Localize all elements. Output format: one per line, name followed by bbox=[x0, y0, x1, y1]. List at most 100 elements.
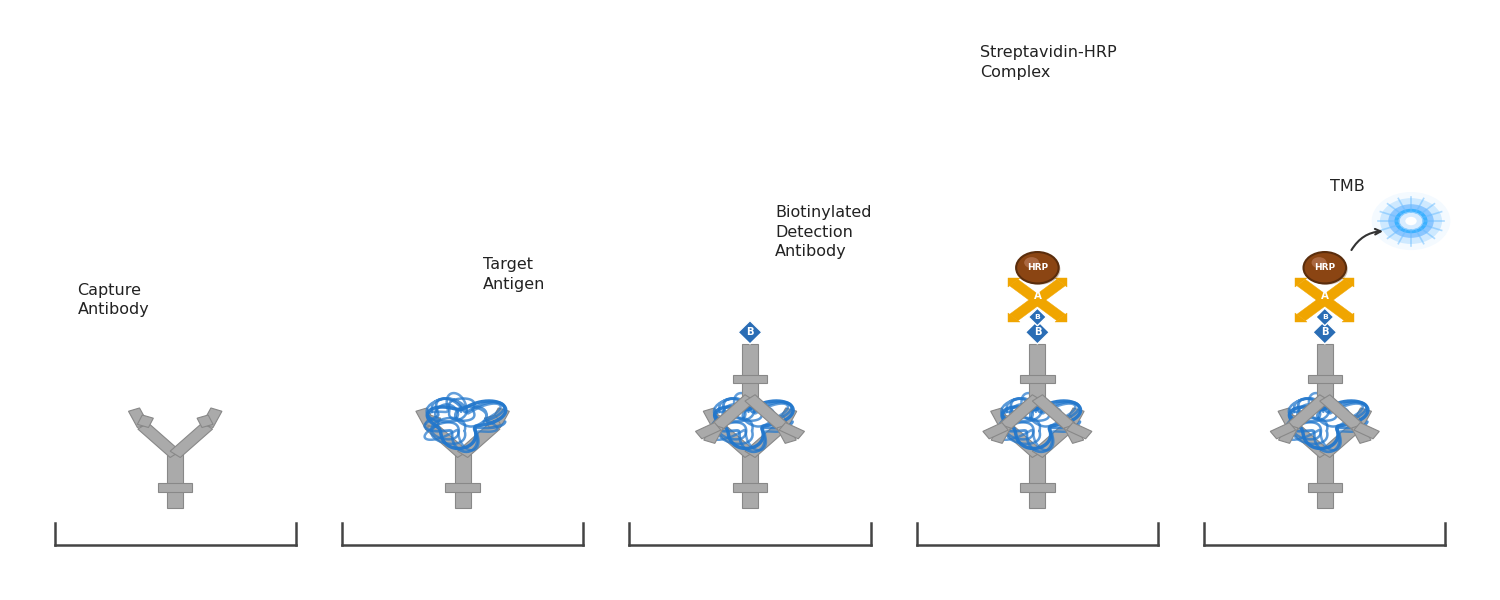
Polygon shape bbox=[196, 415, 213, 428]
Circle shape bbox=[1311, 257, 1326, 268]
Polygon shape bbox=[1008, 313, 1020, 322]
Text: Target
Antigen: Target Antigen bbox=[483, 257, 546, 292]
Polygon shape bbox=[1347, 415, 1362, 428]
Circle shape bbox=[1371, 192, 1450, 250]
Polygon shape bbox=[202, 408, 222, 428]
Polygon shape bbox=[1010, 280, 1065, 320]
Polygon shape bbox=[1287, 395, 1330, 430]
Polygon shape bbox=[138, 415, 153, 428]
Polygon shape bbox=[1054, 313, 1066, 322]
Polygon shape bbox=[1320, 423, 1362, 457]
Polygon shape bbox=[424, 415, 441, 428]
Text: B: B bbox=[747, 327, 753, 337]
Polygon shape bbox=[1059, 415, 1076, 428]
Polygon shape bbox=[746, 423, 788, 457]
Circle shape bbox=[1406, 217, 1416, 225]
Polygon shape bbox=[454, 454, 471, 508]
Polygon shape bbox=[1020, 374, 1054, 383]
Polygon shape bbox=[712, 423, 754, 457]
Polygon shape bbox=[1298, 280, 1353, 320]
Polygon shape bbox=[1020, 483, 1054, 492]
Polygon shape bbox=[704, 425, 723, 443]
Text: B: B bbox=[1035, 314, 1041, 320]
Polygon shape bbox=[999, 415, 1016, 428]
Circle shape bbox=[1024, 257, 1039, 268]
Polygon shape bbox=[1054, 278, 1066, 287]
Polygon shape bbox=[170, 423, 213, 457]
Polygon shape bbox=[1278, 425, 1298, 443]
Text: Streptavidin-HRP
Complex: Streptavidin-HRP Complex bbox=[980, 45, 1116, 80]
Polygon shape bbox=[746, 395, 788, 430]
Circle shape bbox=[1019, 254, 1060, 285]
Text: Capture
Antibody: Capture Antibody bbox=[78, 283, 148, 317]
Polygon shape bbox=[1029, 454, 1045, 508]
Polygon shape bbox=[990, 408, 1011, 428]
Text: B: B bbox=[1322, 327, 1329, 337]
Polygon shape bbox=[1032, 423, 1074, 457]
Text: Biotinylated
Detection
Antibody: Biotinylated Detection Antibody bbox=[776, 205, 871, 259]
Polygon shape bbox=[734, 374, 766, 383]
Polygon shape bbox=[734, 483, 766, 492]
Circle shape bbox=[1306, 254, 1348, 285]
Polygon shape bbox=[696, 422, 721, 439]
Polygon shape bbox=[446, 483, 480, 492]
Polygon shape bbox=[1298, 280, 1353, 320]
Polygon shape bbox=[742, 454, 758, 508]
Polygon shape bbox=[704, 408, 723, 428]
Text: B: B bbox=[1322, 314, 1328, 320]
Polygon shape bbox=[1317, 344, 1332, 398]
Polygon shape bbox=[129, 408, 149, 428]
Polygon shape bbox=[1342, 313, 1354, 322]
Polygon shape bbox=[1312, 320, 1336, 344]
Polygon shape bbox=[1320, 395, 1362, 430]
Polygon shape bbox=[1064, 408, 1084, 428]
Polygon shape bbox=[1352, 425, 1371, 443]
Polygon shape bbox=[1026, 320, 1050, 344]
Polygon shape bbox=[742, 344, 758, 398]
Polygon shape bbox=[138, 423, 180, 457]
Polygon shape bbox=[1308, 483, 1342, 492]
Polygon shape bbox=[712, 415, 728, 428]
Polygon shape bbox=[1316, 308, 1334, 326]
Polygon shape bbox=[1294, 313, 1306, 322]
Polygon shape bbox=[777, 425, 796, 443]
Polygon shape bbox=[778, 422, 804, 439]
Circle shape bbox=[1016, 252, 1059, 283]
Polygon shape bbox=[168, 454, 183, 508]
Circle shape bbox=[1395, 209, 1428, 233]
Polygon shape bbox=[1317, 454, 1332, 508]
Polygon shape bbox=[1352, 408, 1371, 428]
Polygon shape bbox=[738, 320, 762, 344]
Polygon shape bbox=[489, 408, 510, 428]
Text: HRP: HRP bbox=[1028, 263, 1048, 272]
Circle shape bbox=[1400, 212, 1423, 230]
Polygon shape bbox=[1287, 423, 1330, 457]
Polygon shape bbox=[772, 415, 788, 428]
Polygon shape bbox=[1000, 395, 1042, 430]
Polygon shape bbox=[426, 423, 468, 457]
Circle shape bbox=[1380, 198, 1442, 244]
Text: HRP: HRP bbox=[1314, 263, 1335, 272]
Polygon shape bbox=[1000, 423, 1042, 457]
Polygon shape bbox=[1064, 425, 1083, 443]
Text: B: B bbox=[1034, 327, 1041, 337]
Polygon shape bbox=[1029, 344, 1045, 398]
Polygon shape bbox=[992, 425, 1011, 443]
Polygon shape bbox=[416, 408, 436, 428]
Circle shape bbox=[1304, 252, 1346, 283]
Polygon shape bbox=[458, 423, 500, 457]
Polygon shape bbox=[1066, 422, 1092, 439]
Circle shape bbox=[1388, 204, 1434, 238]
Polygon shape bbox=[712, 395, 754, 430]
Polygon shape bbox=[1029, 308, 1047, 326]
Polygon shape bbox=[1308, 374, 1342, 383]
Text: A: A bbox=[1322, 292, 1329, 301]
Text: A: A bbox=[1034, 292, 1041, 301]
Polygon shape bbox=[1342, 278, 1354, 287]
Polygon shape bbox=[1354, 422, 1380, 439]
Polygon shape bbox=[1008, 278, 1020, 287]
Polygon shape bbox=[982, 422, 1008, 439]
Polygon shape bbox=[1032, 395, 1074, 430]
Polygon shape bbox=[1010, 280, 1065, 320]
Polygon shape bbox=[1287, 415, 1304, 428]
